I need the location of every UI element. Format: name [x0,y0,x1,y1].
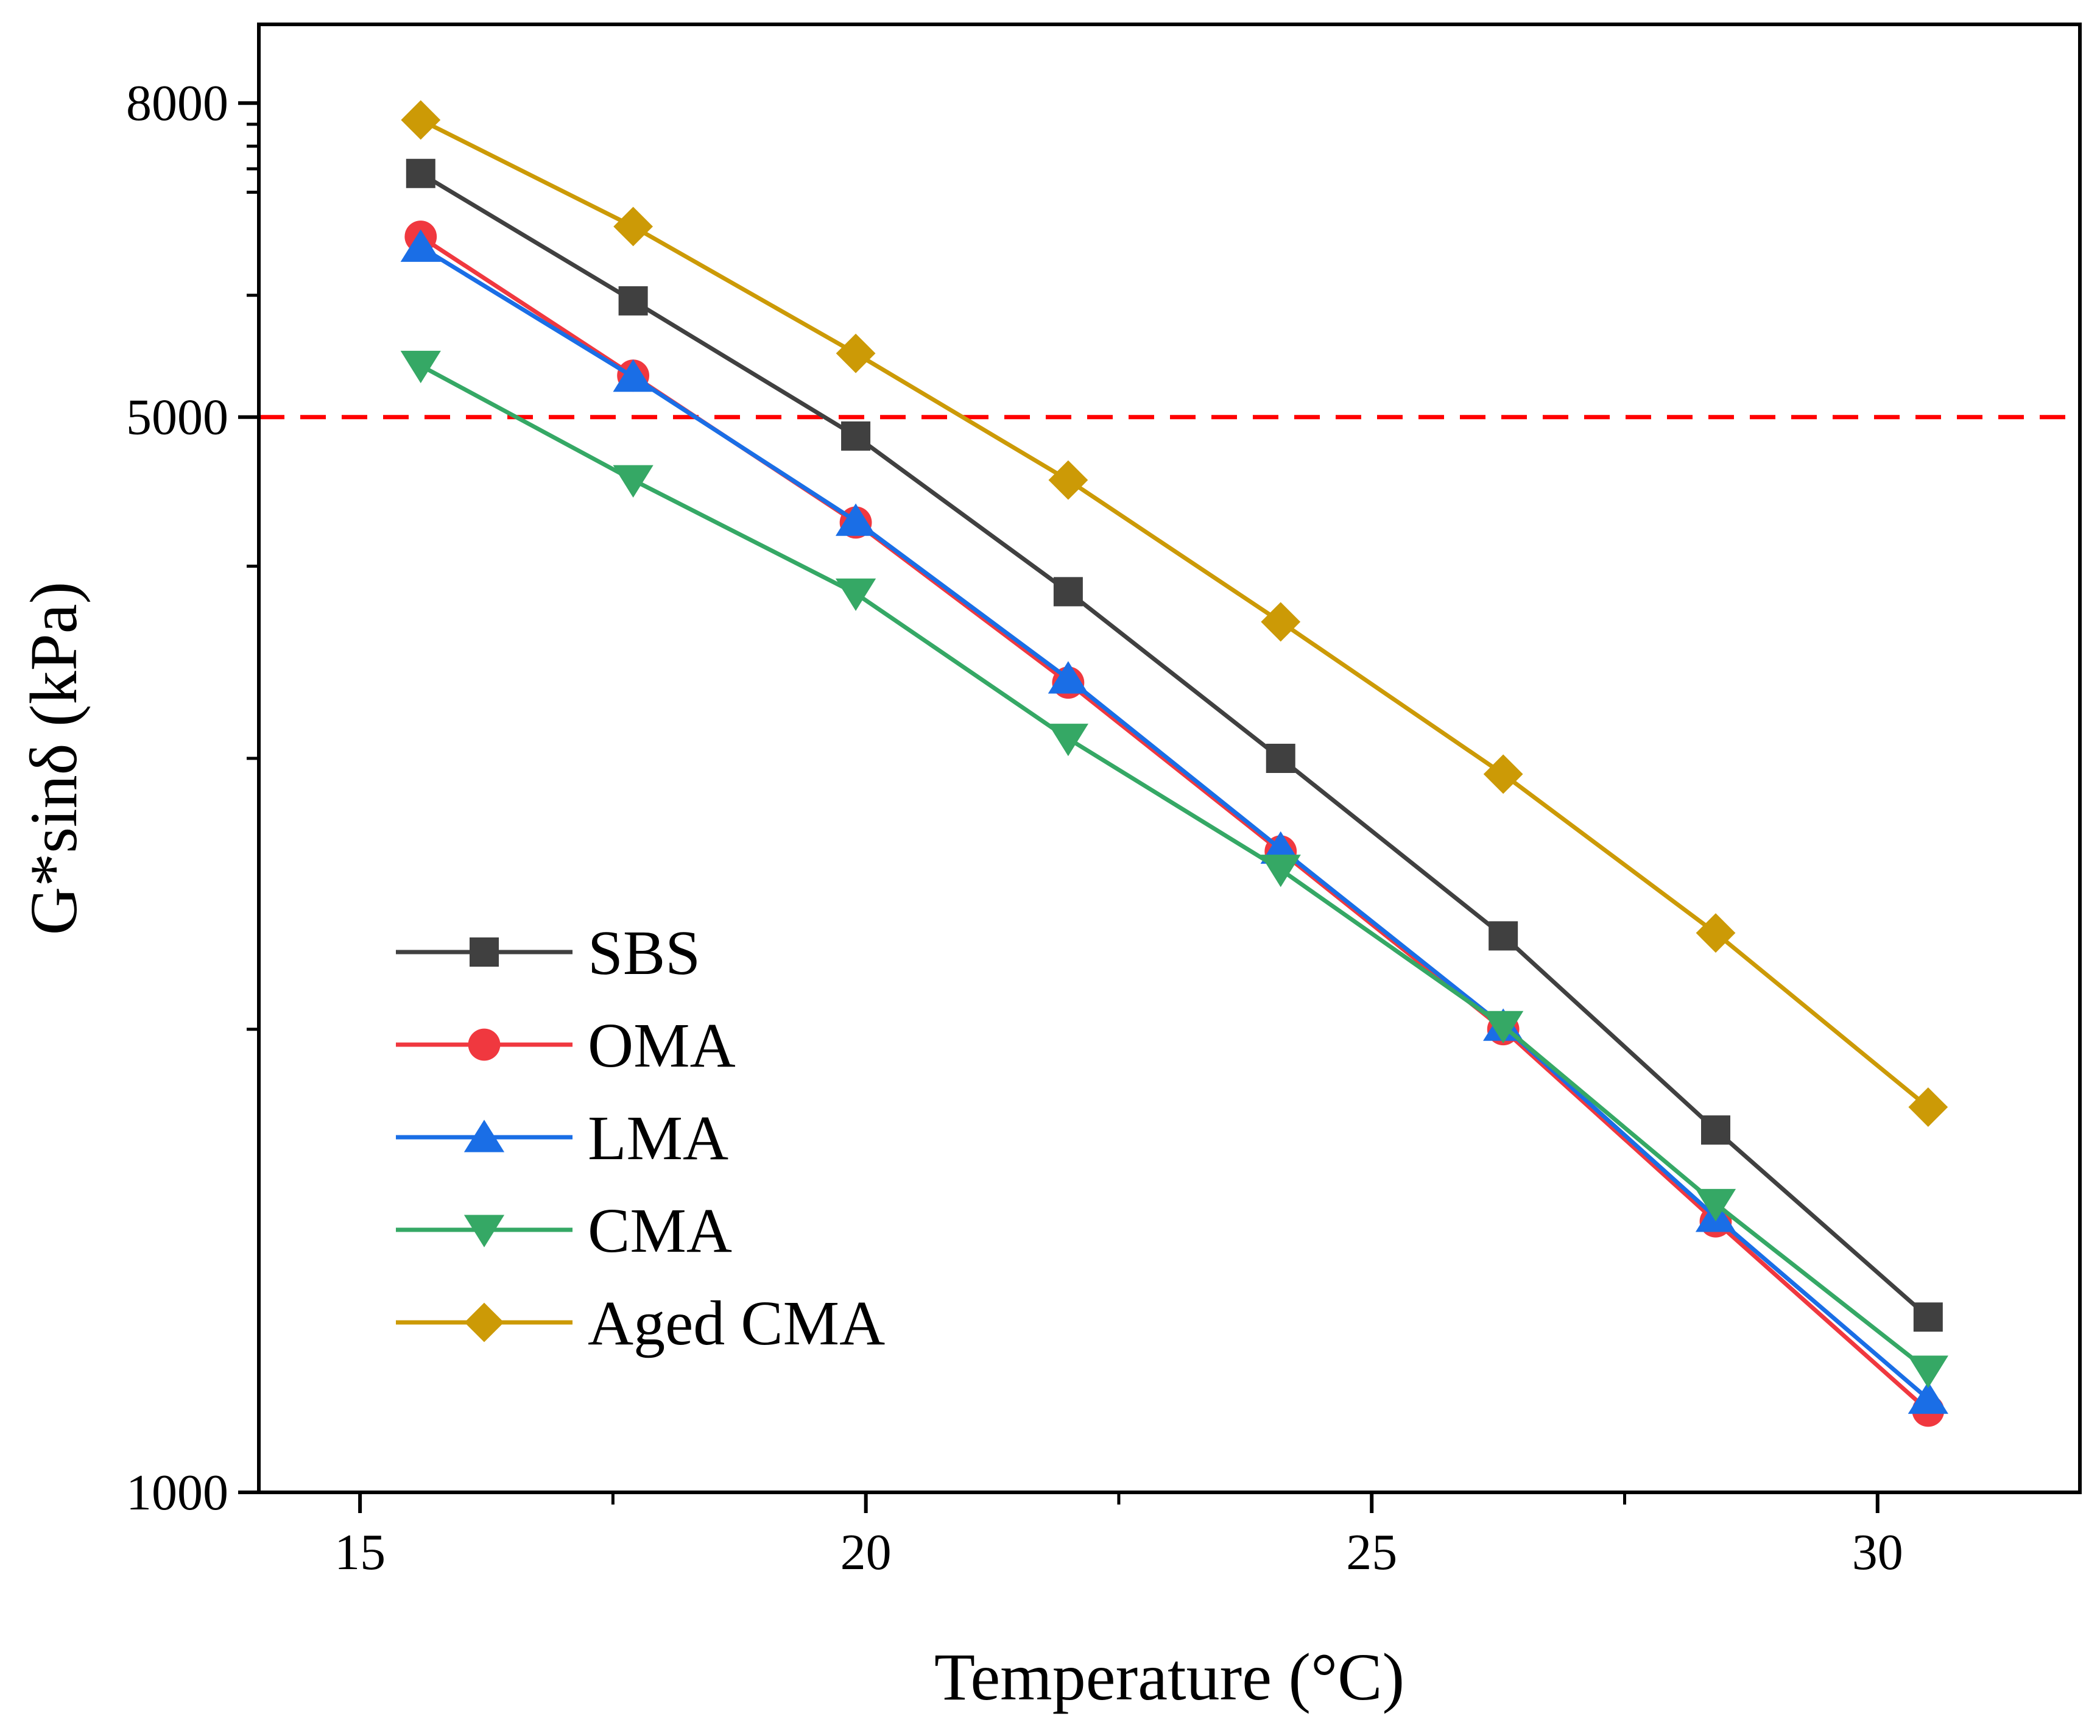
data-point-sbs [406,158,435,188]
legend-marker-oma [468,1028,501,1061]
data-point-cma [835,578,876,612]
legend-marker-cma [463,1215,505,1247]
data-point-sbs [618,286,648,316]
data-point-cma [1483,1011,1524,1044]
series-line-sbs [419,171,1930,1319]
data-point-aged-cma [1261,602,1301,642]
x-tick-label: 20 [840,1524,892,1581]
series-line-lma [419,245,1930,1401]
data-point-sbs [841,421,871,451]
x-tick-label: 25 [1346,1524,1397,1581]
data-point-aged-cma [613,206,654,247]
x-tick-label: 15 [334,1524,386,1581]
legend-label-oma: OMA [588,1011,736,1081]
data-point-aged-cma [1696,913,1736,953]
data-point-aged-cma [1908,1087,1948,1127]
data-point-lma [400,229,441,262]
data-point-aged-cma [1048,460,1088,500]
data-point-sbs [1913,1302,1943,1332]
legend-label-cma: CMA [588,1196,732,1266]
data-point-aged-cma [1483,754,1523,794]
legend-marker-sbs [470,937,499,967]
data-point-cma [613,465,654,498]
legend: SBS OMA LMA CMA Aged CMA [396,918,885,1358]
x-tick-label: 30 [1852,1524,1903,1581]
data-point-aged-cma [836,333,876,373]
data-point-aged-cma [401,100,441,140]
data-point-lma [1908,1381,1948,1414]
data-point-sbs [1053,577,1083,607]
plot-area [259,100,2080,1427]
y-tick-label: 8000 [126,75,228,132]
axes: 15 20 25 30 1000 5000 8000 [126,23,2082,1581]
series-line-aged-cma [420,118,1930,1109]
legend-label-lma: LMA [588,1103,728,1173]
data-point-cma [400,350,441,384]
data-point-cma [1908,1355,1948,1388]
data-point-sbs [1701,1115,1730,1145]
x-axis-title: Temperature (°C) [934,1640,1404,1714]
legend-marker-lma [463,1120,505,1152]
y-tick-label: 1000 [126,1464,228,1521]
data-point-cma [1048,724,1089,757]
data-point-sbs [1266,744,1295,773]
data-point-sbs [1489,921,1518,951]
legend-marker-aged-cma [464,1302,504,1343]
series-line-cma [420,364,1929,1372]
y-tick-label: 5000 [126,389,228,446]
legend-label-aged-cma: Aged CMA [588,1288,885,1358]
y-axis-title: G*sinδ (kPa) [16,582,91,935]
data-point-cma [1695,1188,1736,1222]
legend-label-sbs: SBS [588,918,700,988]
data-point-lma [613,359,654,392]
data-point-cma [1260,855,1301,887]
data-point-lma [1048,661,1089,694]
data-point-lma [835,503,876,536]
